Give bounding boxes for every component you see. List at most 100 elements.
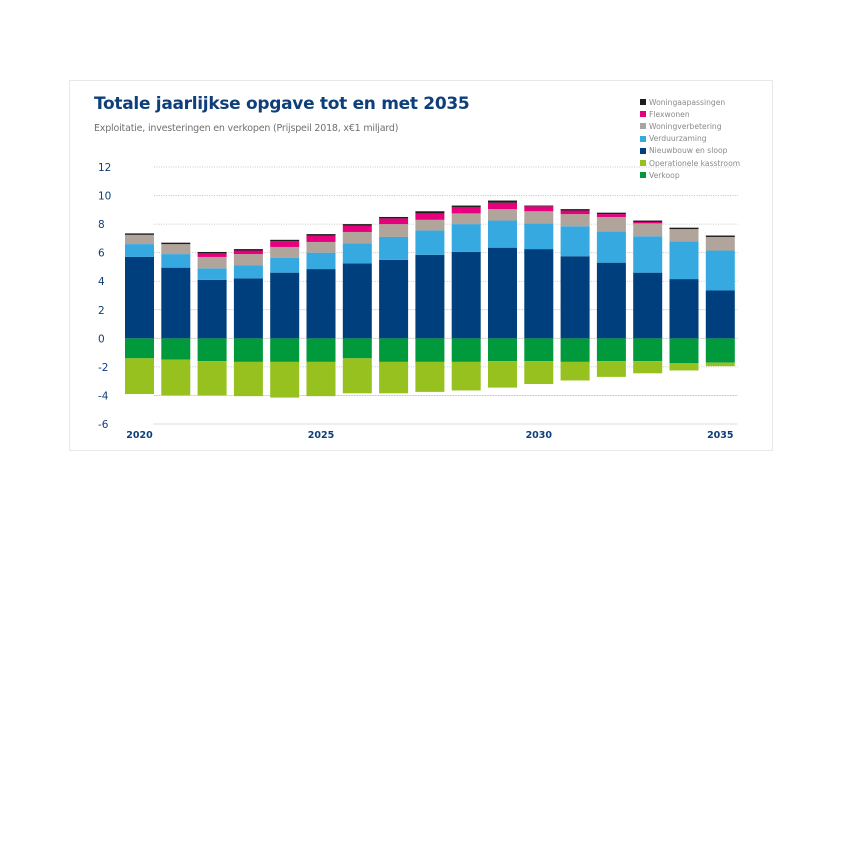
legend-label: Operationele kasstroom: [649, 158, 741, 168]
legend-swatch: [640, 147, 646, 154]
bar-segment-woningaapassingen: [306, 234, 336, 236]
bar-segment-verduurzaming: [125, 244, 154, 257]
bar-segment-woningverbetering: [596, 216, 626, 232]
bar-segment-nieuwbouw-en-sloop: [125, 256, 154, 339]
bar-segment-nieuwbouw-en-sloop: [633, 272, 663, 339]
bar-segment-nieuwbouw-en-sloop: [415, 254, 445, 339]
bar-segment-flexwonen: [488, 202, 517, 210]
bar-segment-flexwonen: [524, 206, 554, 212]
bar-segment-verkoop: [451, 338, 481, 362]
bar-segment-operationele-kasstroom: [415, 361, 445, 392]
bar-segment-verduurzaming: [233, 265, 263, 279]
bar-segment-verduurzaming: [415, 230, 445, 255]
y-tick-label: 8: [98, 219, 105, 231]
bar-segment-flexwonen: [233, 250, 263, 255]
chart-title: Totale jaarlijkse opgave tot en met 2035: [94, 94, 470, 114]
bar-segment-verkoop: [342, 338, 372, 359]
legend-swatch: [640, 135, 646, 142]
bar-segment-flexwonen: [451, 206, 481, 214]
bar-segment-operationele-kasstroom: [197, 361, 227, 396]
y-tick-label: 10: [98, 191, 111, 203]
bar-segment-operationele-kasstroom: [705, 362, 735, 367]
bar-segment-nieuwbouw-en-sloop: [161, 267, 191, 339]
bar-segment-operationele-kasstroom: [488, 361, 517, 388]
x-tick-label: 2035: [707, 430, 733, 441]
bar-segment-flexwonen: [560, 210, 590, 215]
legend-label: Woningaapassingen: [649, 97, 726, 107]
bar-segment-woningaapassingen: [451, 205, 481, 207]
bar-segment-woningaapassingen: [125, 233, 154, 235]
bar-segment-verduurzaming: [669, 241, 699, 280]
x-tick-label: 2025: [308, 430, 334, 441]
bar-segment-woningaapassingen: [488, 200, 517, 203]
bar-segment-verkoop: [379, 338, 409, 362]
bar-segment-verkoop: [306, 338, 336, 362]
bar-segment-woningverbetering: [342, 231, 372, 244]
legend-label: Verkoop: [649, 170, 680, 180]
legend-label: Flexwonen: [649, 109, 690, 119]
bar-segment-woningverbetering: [669, 229, 699, 242]
bar-segment-verduurzaming: [451, 224, 481, 252]
bar-segment-operationele-kasstroom: [306, 361, 336, 397]
y-tick-label: -4: [98, 390, 109, 402]
bar-segment-operationele-kasstroom: [524, 361, 554, 385]
bar-segment-operationele-kasstroom: [342, 358, 372, 394]
bar-segment-woningaapassingen: [379, 216, 409, 219]
y-tick-label: 4: [98, 276, 105, 288]
legend-swatch: [640, 172, 646, 179]
bar-segment-verkoop: [560, 338, 590, 362]
bar-segment-flexwonen: [197, 253, 227, 257]
bar-segment-verduurzaming: [596, 231, 626, 263]
bar-segment-flexwonen: [270, 241, 300, 247]
y-tick-label: 12: [98, 162, 111, 174]
bar-segment-verduurzaming: [197, 268, 227, 280]
legend-label: Verduurzaming: [649, 134, 707, 144]
bar-segment-woningaapassingen: [560, 209, 590, 211]
bar-segment-operationele-kasstroom: [379, 361, 409, 394]
bar-segment-woningaapassingen: [342, 224, 372, 226]
y-tick-label: 6: [98, 248, 105, 260]
bar-segment-woningaapassingen: [161, 242, 191, 245]
bar-segment-flexwonen: [596, 214, 626, 217]
bar-segment-operationele-kasstroom: [270, 361, 300, 398]
bar-segment-nieuwbouw-en-sloop: [233, 278, 263, 339]
bar-segment-woningaapassingen: [415, 211, 445, 214]
legend-item-verduurzaming: Verduurzaming: [640, 133, 740, 145]
bar-segment-woningverbetering: [233, 254, 263, 266]
bar-segment-verduurzaming: [705, 250, 735, 291]
bar-segment-verduurzaming: [633, 236, 663, 273]
bar-segment-woningverbetering: [379, 224, 409, 237]
bar-segment-verkoop: [197, 338, 227, 362]
bar-segment-woningverbetering: [125, 234, 154, 245]
legend-swatch: [640, 99, 646, 106]
legend-item-woningaapassingen: Woningaapassingen: [640, 96, 740, 108]
bar-segment-verduurzaming: [488, 220, 517, 248]
legend-label: Woningverbetering: [649, 121, 722, 131]
bar-segment-nieuwbouw-en-sloop: [342, 263, 372, 339]
bar-segment-verduurzaming: [342, 243, 372, 264]
bar-segment-woningaapassingen: [669, 227, 699, 230]
chart-legend: Woningaapassingen Flexwonen Woningverbeter…: [640, 96, 740, 181]
bar-segment-verduurzaming: [560, 226, 590, 257]
legend-item-flexwonen: Flexwonen: [640, 108, 740, 120]
bar-segment-verduurzaming: [524, 223, 554, 250]
bar-segment-operationele-kasstroom: [633, 361, 663, 374]
bar-segment-verkoop: [415, 338, 445, 362]
bar-segment-operationele-kasstroom: [125, 358, 154, 395]
bar-segment-woningverbetering: [161, 244, 191, 255]
bar-segment-woningverbetering: [451, 213, 481, 225]
bar-segment-flexwonen: [633, 221, 663, 224]
bar-segment-flexwonen: [342, 225, 372, 232]
bar-segment-operationele-kasstroom: [161, 359, 191, 396]
y-tick-label: -6: [98, 419, 109, 431]
x-tick-label: 2020: [126, 430, 153, 441]
chart-card: Totale jaarlijkse opgave tot en met 2035…: [69, 80, 773, 451]
bar-segment-nieuwbouw-en-sloop: [488, 247, 517, 339]
legend-swatch: [640, 111, 646, 118]
legend-item-operationele-kasstroom: Operationele kasstroom: [640, 157, 740, 169]
bar-segment-verkoop: [270, 338, 300, 362]
legend-swatch: [640, 160, 646, 167]
bar-segment-flexwonen: [306, 235, 336, 242]
bar-segment-woningverbetering: [306, 241, 336, 253]
bar-segment-verkoop: [596, 338, 626, 362]
